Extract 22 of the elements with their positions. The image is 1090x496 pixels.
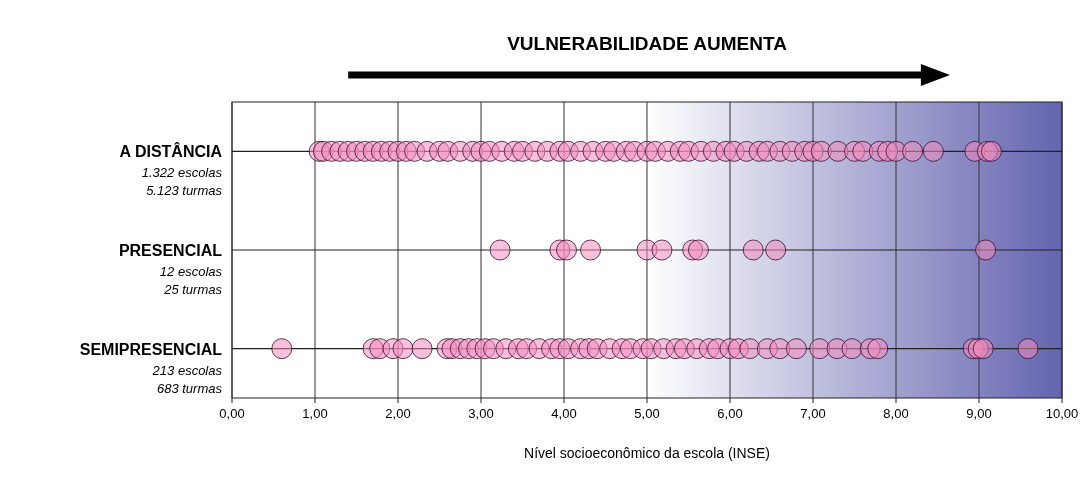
x-tick-label: 4,00: [551, 406, 577, 421]
chart-title: VULNERABILIDADE AUMENTA: [507, 33, 788, 54]
text: 1.322 escolas: [141, 165, 223, 181]
x-tick-label: 2,00: [385, 406, 411, 421]
y-tick-label: PRESENCIAL: [118, 242, 223, 259]
x-tick-label: 1,00: [302, 406, 328, 421]
text: 25 turmas: [163, 282, 223, 297]
x-tick-label: 10,00: [1045, 406, 1079, 421]
text: 5.123 turmas: [146, 183, 223, 199]
x-tick-label: 5,00: [634, 406, 660, 421]
text: 683 turmas: [156, 380, 223, 396]
text: 12 escolas: [159, 264, 223, 279]
x-axis-title: Nível socioeconômico da escola (INSE): [524, 445, 770, 461]
text: 213 escolas: [151, 362, 223, 378]
x-tick-label: 7,00: [800, 406, 826, 421]
x-tick-label: 3,00: [468, 406, 494, 421]
x-tick-label: 9,00: [966, 406, 992, 421]
x-tick-label: 0,00: [219, 406, 245, 421]
y-tick-label: A DISTÂNCIA: [119, 142, 223, 161]
y-tick-label: SEMIPRESENCIAL: [79, 340, 223, 358]
x-tick-label: 6,00: [717, 406, 743, 421]
x-tick-label: 8,00: [883, 406, 909, 421]
